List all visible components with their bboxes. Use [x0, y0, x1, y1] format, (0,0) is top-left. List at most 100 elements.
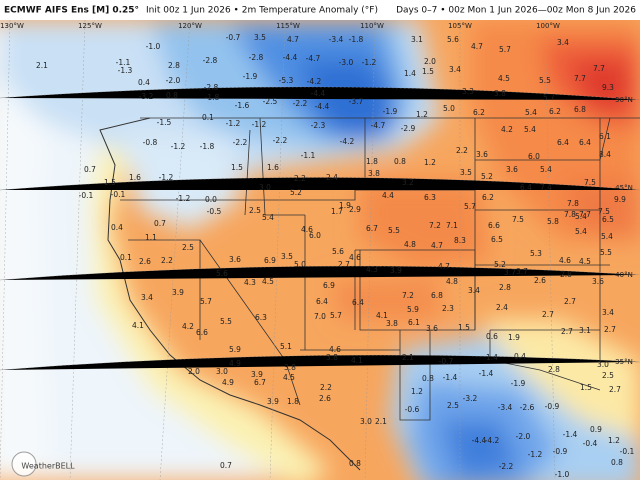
anomaly-value: 5.7 [330, 311, 342, 320]
anomaly-value: 5.4 [540, 165, 552, 174]
anomaly-value: 2.2 [456, 146, 468, 155]
anomaly-value: 0.1 [202, 113, 214, 122]
anomaly-value: -1.2 [252, 120, 267, 129]
subtitle: Init 00z 1 Jun 2026 • 2m Temperature Ano… [146, 6, 378, 16]
anomaly-value: 5.0 [443, 104, 455, 113]
anomaly-value: 3.9 [172, 288, 184, 297]
anomaly-value: 4.7 [431, 241, 443, 250]
anomaly-value: 5.5 [539, 76, 551, 85]
graticule [0, 19, 640, 480]
anomaly-value: 2.7 [564, 297, 576, 306]
anomaly-value: 5.9 [229, 345, 241, 354]
anomaly-value: -1.5 [157, 118, 172, 127]
anomaly-value: 5.7 [543, 93, 555, 102]
anomaly-value: 3.6 [506, 165, 518, 174]
anomaly-value: 3.1 [579, 326, 591, 335]
anomaly-value: 3.4 [602, 308, 614, 317]
anomaly-value: 5.4 [525, 108, 537, 117]
anomaly-value: 7.2 [402, 291, 414, 300]
anomaly-value: 6.6 [196, 328, 208, 337]
anomaly-value: 3.7 [516, 267, 528, 276]
anomaly-value: -1.9 [243, 72, 258, 81]
anomaly-value: 6.4 [520, 183, 532, 192]
anomaly-value: 3.6 [426, 324, 438, 333]
anomaly-value: 6.0 [528, 152, 540, 161]
anomaly-value: -3.2 [139, 92, 154, 101]
anomaly-value: 3.8 [368, 169, 380, 178]
anomaly-value: 6.3 [424, 193, 436, 202]
anomaly-value: -0.7 [226, 33, 241, 42]
anomaly-value: 0.8 [349, 459, 361, 468]
anomaly-value: 1.2 [424, 158, 436, 167]
anomaly-value: 7.7 [574, 74, 586, 83]
anomaly-value: -3.2 [463, 394, 478, 403]
anomaly-value: 5.8 [547, 217, 559, 226]
anomaly-value: 9.9 [614, 195, 626, 204]
anomaly-value: 5.4 [524, 125, 536, 134]
anomaly-value: -4.2 [340, 137, 355, 146]
anomaly-value: 6.9 [264, 256, 276, 265]
anomaly-value: 0.8 [611, 458, 623, 467]
anomaly-value: 2.8 [168, 61, 180, 70]
anomaly-value: 9.3 [602, 83, 614, 92]
anomaly-value: -3.7 [349, 97, 364, 106]
anomaly-value: 5.6 [216, 269, 228, 278]
anomaly-value: 1.5 [104, 178, 116, 187]
anomaly-value: -2.5 [263, 97, 278, 106]
anomaly-value: 3.0 [259, 183, 271, 192]
lon-label: 130°W [0, 22, 24, 30]
anomaly-value: -1.4 [479, 369, 494, 378]
anomaly-value: 3.0 [216, 367, 228, 376]
anomaly-value: 2.2 [161, 256, 173, 265]
anomaly-value: 6.4 [557, 138, 569, 147]
anomaly-value: 4.9 [222, 378, 234, 387]
valid-range: Days 0–7 • 00z Mon 1 Jun 2026—00z Mon 8 … [396, 6, 636, 16]
anomaly-value: 6.5 [602, 215, 614, 224]
anomaly-value: 5.6 [332, 247, 344, 256]
anomaly-value: 6.2 [549, 107, 561, 116]
anomaly-value: -0.6 [405, 405, 420, 414]
anomaly-value: 4.6 [329, 345, 341, 354]
anomaly-value: 4.1 [351, 356, 363, 365]
anomaly-value: 7.8 [564, 210, 576, 219]
anomaly-value: -1.9 [383, 107, 398, 116]
anomaly-value: 2.1 [402, 353, 414, 362]
anomaly-value: 2.2 [294, 174, 306, 183]
anomaly-value: 7.5 [584, 178, 596, 187]
anomaly-value: -1.4 [443, 373, 458, 382]
anomaly-value: 5.4 [262, 213, 274, 222]
anomaly-value: 5.2 [290, 188, 302, 197]
anomaly-value: 3.4 [468, 286, 480, 295]
anomaly-value: 6.4 [579, 138, 591, 147]
anomaly-value: -1.2 [528, 450, 543, 459]
anomaly-value: -1.0 [146, 42, 161, 51]
anomaly-value: 2.9 [349, 205, 361, 214]
anomaly-value: 2.1 [36, 61, 48, 70]
anomaly-value: 7.5 [598, 207, 610, 216]
anomaly-value: -2.0 [166, 76, 181, 85]
anomaly-value: -1.2 [171, 142, 186, 151]
anomaly-value: -4.4 [315, 102, 330, 111]
anomaly-value: 4.8 [404, 240, 416, 249]
anomaly-value: 0.7 [220, 461, 232, 470]
anomaly-value: 2.7 [609, 385, 621, 394]
anomaly-value: -4.4 [472, 436, 487, 445]
anomaly-value: 0.7 [84, 165, 96, 174]
logo-badge [11, 451, 37, 477]
anomaly-value: -2.8 [249, 53, 264, 62]
lon-label: 100°W [536, 22, 560, 30]
lon-label: 120°W [178, 22, 202, 30]
anomaly-value: 2.8 [548, 365, 560, 374]
anomaly-value: -2.6 [520, 403, 535, 412]
anomaly-value: 2.8 [499, 283, 511, 292]
anomaly-value: 7.7 [593, 64, 605, 73]
anomaly-value: 0.4 [138, 78, 150, 87]
anomaly-value: 4.7 [471, 42, 483, 51]
anomaly-value: -2.8 [203, 56, 218, 65]
anomaly-value: -4.7 [371, 121, 386, 130]
lon-label: 115°W [276, 22, 300, 30]
lat-label: 45°N [615, 184, 633, 192]
anomaly-value: 4.1 [132, 321, 144, 330]
anomaly-value: 8.3 [454, 236, 466, 245]
anomaly-value: 4.1 [376, 311, 388, 320]
